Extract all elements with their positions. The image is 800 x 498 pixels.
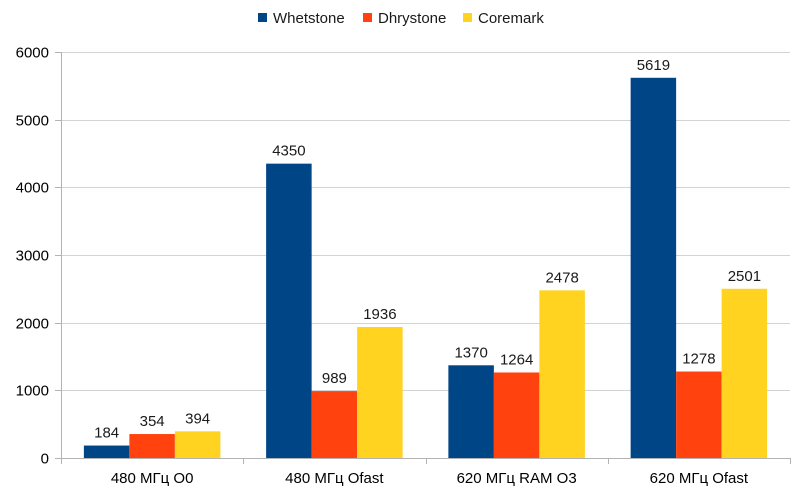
bar-coremark <box>721 288 768 458</box>
data-label: 1370 <box>454 344 487 361</box>
y-tick-label: 1000 <box>16 383 49 400</box>
legend-label-coremark: Coremark <box>478 10 544 27</box>
legend-swatch-coremark <box>463 13 472 22</box>
data-label: 4350 <box>272 143 305 160</box>
bar-dhrystone <box>676 371 722 458</box>
y-axis: 0 1000 2000 3000 4000 5000 6000 <box>16 45 62 468</box>
y-tick-label: 6000 <box>16 45 49 62</box>
x-tick-label: 480 МГц O0 <box>111 470 194 487</box>
data-label: 2478 <box>545 269 578 286</box>
bar-whetstone <box>83 445 130 458</box>
x-tick-label: 620 МГц RAM O3 <box>457 470 577 487</box>
bar-dhrystone <box>311 391 358 458</box>
y-tick-label: 5000 <box>16 113 49 130</box>
data-labels: 184 354 394 4350 989 1936 1370 1264 2478 5619 1278… <box>94 57 761 442</box>
data-label: 2501 <box>728 268 761 285</box>
legend-swatch-dhrystone <box>363 13 372 22</box>
data-label: 184 <box>94 425 119 442</box>
x-axis: 480 МГц O0 480 МГц Ofast 620 МГц RAM O3 620… <box>61 458 791 487</box>
bar-dhrystone <box>129 434 175 458</box>
bar-coremark <box>357 326 403 458</box>
y-tick-label: 4000 <box>16 180 49 197</box>
x-tick-label: 620 МГц Ofast <box>650 470 749 487</box>
data-label: 1278 <box>682 351 715 368</box>
bar-dhrystone <box>493 372 540 458</box>
data-label: 1264 <box>500 351 533 368</box>
data-label: 394 <box>185 410 210 427</box>
bars <box>83 77 768 458</box>
bar-coremark <box>539 290 585 458</box>
legend: Whetstone Dhrystone Coremark <box>258 10 544 27</box>
bar-coremark <box>174 431 221 458</box>
data-label: 5619 <box>637 57 670 74</box>
x-tick-label: 480 МГц Ofast <box>285 470 384 487</box>
legend-label-whetstone: Whetstone <box>273 10 345 27</box>
legend-swatch-whetstone <box>258 13 267 22</box>
y-tick-label: 0 <box>41 451 49 468</box>
bar-whetstone <box>266 163 312 458</box>
data-label: 354 <box>140 413 165 430</box>
y-tick-label: 2000 <box>16 316 49 333</box>
gridlines <box>61 52 790 459</box>
data-label: 1936 <box>363 306 396 323</box>
y-tick-label: 3000 <box>16 248 49 265</box>
data-label: 989 <box>322 370 347 387</box>
legend-label-dhrystone: Dhrystone <box>378 10 446 27</box>
bar-whetstone <box>630 77 677 458</box>
bar-whetstone <box>448 365 494 458</box>
